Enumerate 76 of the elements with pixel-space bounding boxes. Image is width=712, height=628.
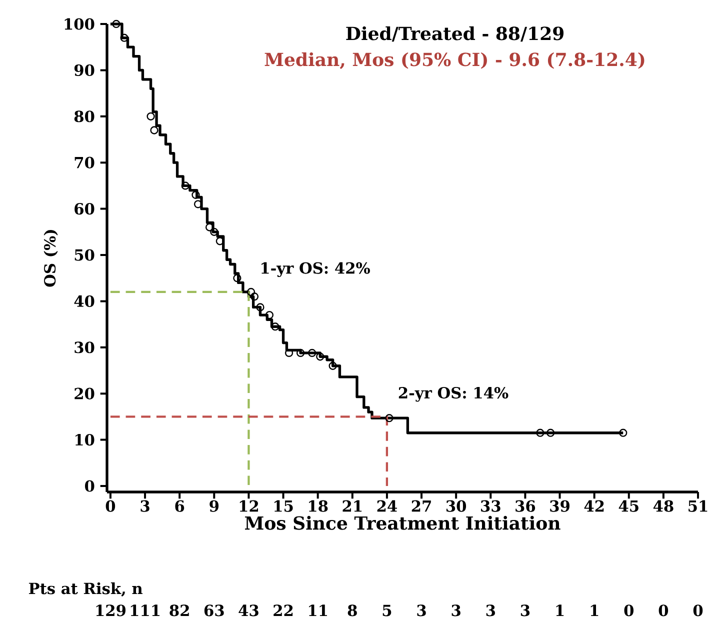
x-tick-label: 6 [175,500,184,512]
point [256,303,264,312]
x-tick-label: 48 [653,500,674,512]
text: 8 [348,604,357,616]
text: 0 [693,604,703,616]
point [233,274,242,282]
text: 82 [170,604,189,616]
text: 5 [382,604,392,616]
y-tick-label: 20 [74,388,94,400]
point [150,126,158,134]
point [271,322,280,331]
point [210,228,218,236]
x-tick-label: 27 [412,500,431,512]
x-tick-label: 21 [342,500,362,512]
y-tick-label: 30 [74,342,94,354]
text: 1 [556,604,564,616]
point [181,182,190,190]
text: 3 [452,604,460,616]
x-tick-label: 33 [481,500,500,512]
x-tick-label: 39 [550,500,570,512]
point [546,428,555,437]
x-tick-label: 18 [309,500,328,512]
x-tick-label: 3 [140,500,150,512]
point [265,310,274,320]
text: 111 [130,604,160,616]
point [250,292,259,301]
point [385,414,394,422]
text: 3 [486,604,495,616]
x-tick-label: 42 [584,500,604,512]
point [328,362,337,370]
x-tick-label: 51 [688,500,708,512]
text: 11 [309,604,327,616]
point [284,348,294,358]
x-tick-label: 30 [446,500,466,512]
y-tick-label: 10 [75,434,94,446]
annotation: 1-yr OS: 42% [262,262,370,278]
annotation: 2-yr OS: 14% [398,386,508,402]
text: 1 [590,604,598,616]
point [308,348,316,358]
text: Median, Mos (95% CI) - 9.6 (7.8-12.4) [264,52,644,69]
y-tick-label: 50 [74,249,94,261]
text: 43 [238,604,258,616]
y-axis-title: OS (%) [44,230,58,287]
point [146,112,155,120]
text: Pts at Risk, n [28,582,142,597]
x-tick-label: 12 [240,500,258,512]
text: 0 [658,604,668,616]
text: 63 [204,604,224,616]
y-tick-label: 40 [74,295,94,307]
y-tick-label: 60 [74,203,94,215]
x-tick-label: 36 [516,500,536,512]
x-tick-label: 15 [274,500,293,512]
point [192,190,200,200]
x-tick-label: 0 [106,500,116,512]
point [120,34,128,42]
y-tick-label: 90 [74,64,94,76]
text: 22 [274,604,293,616]
x-tick-label: 24 [377,500,397,512]
text: 3 [520,604,530,616]
point [536,428,544,437]
x-tick-label: 45 [618,500,638,512]
text: 129 [96,604,126,616]
text: 0 [624,604,634,616]
point [296,348,305,358]
x-axis-title: Mos Since Treatment Initiation [245,516,560,530]
point [246,288,256,296]
chart-title: Died/Treated - 88/129 [346,26,564,42]
y-tick-label: 70 [74,156,94,168]
point [112,20,120,28]
y-tick-label: 100 [64,18,94,30]
y-tick-label: 0 [85,480,94,492]
text: 3 [417,604,426,616]
x-tick-label: 9 [210,500,219,512]
point [619,428,628,437]
y-tick-label: 80 [74,110,94,122]
point [316,352,324,361]
